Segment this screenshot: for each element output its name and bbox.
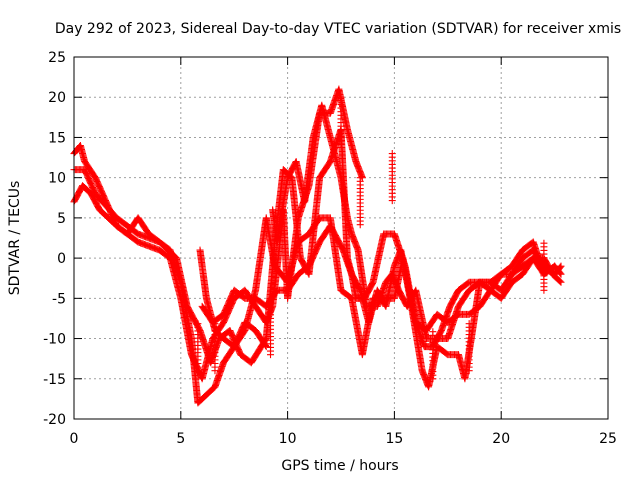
plot-frame	[73, 56, 609, 420]
y-tick-label: -15	[43, 372, 66, 388]
data-point	[388, 197, 396, 205]
data-point	[556, 277, 564, 285]
y-tick-label: 0	[57, 251, 66, 267]
y-tick-label: 25	[48, 50, 66, 66]
y-tick-label: 5	[57, 211, 66, 227]
y-axis-label: SDTVAR / TECUs	[7, 181, 23, 296]
data-points	[70, 85, 565, 407]
data-point	[465, 320, 473, 328]
axis-ticks: 0 5 10 15 20 25 -20 -15 -10 -5 0 5 10 15 20 25	[43, 50, 617, 447]
data-point	[551, 262, 559, 270]
data-point	[550, 263, 558, 271]
y-tick-label: -5	[52, 291, 66, 307]
data-point	[557, 270, 565, 278]
series-track-6	[198, 222, 559, 335]
y-tick-label: 20	[48, 90, 66, 106]
x-axis-label: GPS time / hours	[281, 458, 398, 474]
x-tick-label: 0	[70, 431, 79, 447]
y-tick-label: -10	[43, 332, 66, 348]
y-tick-label: -20	[43, 412, 66, 428]
y-tick-label: 10	[48, 171, 66, 187]
x-tick-label: 5	[176, 431, 185, 447]
y-tick-label: 15	[48, 130, 66, 146]
x-tick-label: 10	[279, 431, 297, 447]
data-point	[337, 140, 345, 148]
x-tick-label: 15	[385, 431, 403, 447]
data-point	[356, 221, 364, 229]
data-point	[211, 320, 219, 328]
data-point	[557, 262, 565, 270]
x-tick-label: 25	[599, 431, 617, 447]
series-track-1	[70, 141, 270, 407]
data-point	[194, 320, 202, 328]
x-tick-label: 20	[492, 431, 510, 447]
data-point	[557, 278, 565, 286]
chart-title: Day 292 of 2023, Sidereal Day-to-day VTE…	[55, 21, 621, 37]
data-point	[540, 239, 548, 247]
data-point	[556, 269, 564, 277]
series-spikes	[194, 93, 548, 383]
data-point	[429, 328, 437, 336]
data-point	[267, 304, 275, 312]
